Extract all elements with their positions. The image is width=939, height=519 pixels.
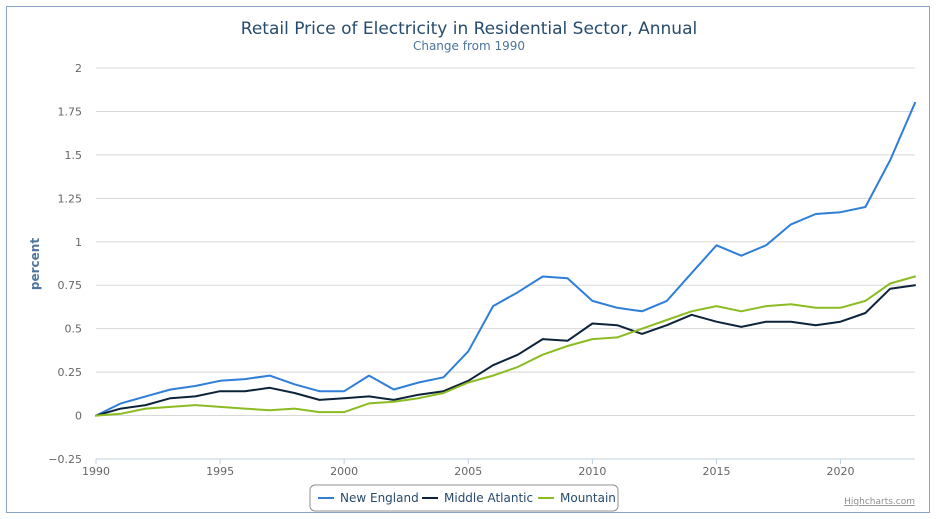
x-tick-label: 2020 (827, 465, 855, 478)
y-tick-label: 1.5 (65, 149, 83, 162)
legend-label: New England (340, 491, 419, 505)
chart-subtitle: Change from 1990 (413, 39, 525, 53)
legend-label: Middle Atlantic (444, 491, 533, 505)
legend-box (309, 484, 619, 512)
x-tick-label: 2005 (454, 465, 482, 478)
y-axis-title: percent (28, 238, 42, 290)
legend-item-new-england[interactable]: New England (318, 491, 419, 505)
legend-item-mountain[interactable]: Mountain (538, 491, 616, 505)
credits-link[interactable]: Highcharts.com (844, 497, 915, 507)
y-tick-label: 0.25 (58, 366, 83, 379)
y-tick-label: 1.25 (58, 192, 83, 205)
x-tick-label: 2000 (330, 465, 358, 478)
legend-label: Mountain (560, 491, 616, 505)
y-tick-label: −0.25 (48, 453, 82, 466)
line-chart: Retail Price of Electricity in Residenti… (28, 19, 916, 512)
credits-text: Highcharts.com (844, 497, 915, 507)
x-tick-label: 1995 (206, 465, 234, 478)
y-tick-label: 0.75 (58, 279, 83, 292)
legend: New England Middle Atlantic Mountain (309, 484, 619, 512)
y-tick-label: 0 (75, 410, 82, 423)
series-line-middle-atlantic[interactable] (95, 284, 916, 417)
x-tick-label: 2015 (702, 465, 730, 478)
y-tick-label: 1 (75, 236, 82, 249)
legend-item-middle-atlantic[interactable]: Middle Atlantic (422, 491, 533, 505)
series-lines (95, 101, 916, 417)
y-tick-label: 1.75 (58, 105, 83, 118)
x-tick-label: 2010 (578, 465, 606, 478)
chart-title: Retail Price of Electricity in Residenti… (241, 19, 697, 39)
series-line-mountain[interactable] (95, 275, 916, 417)
grid-lines (96, 67, 915, 460)
x-tick-label: 1990 (82, 465, 110, 478)
y-tick-label: 0.5 (65, 323, 83, 336)
series-line-new-england[interactable] (95, 101, 916, 417)
chart-container: Retail Price of Electricity in Residenti… (6, 6, 930, 513)
y-tick-label: 2 (75, 62, 82, 75)
